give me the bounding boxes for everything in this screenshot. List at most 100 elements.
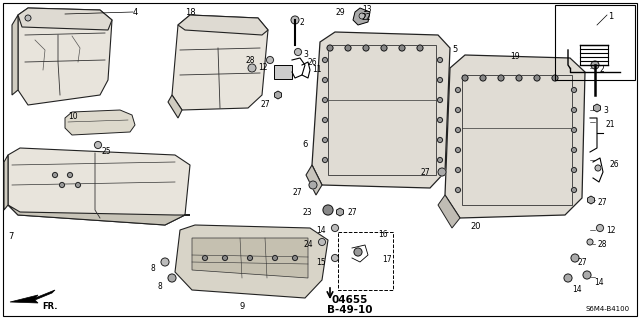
Polygon shape xyxy=(18,8,112,105)
Text: 27: 27 xyxy=(598,198,607,207)
Circle shape xyxy=(323,78,328,83)
Text: 6: 6 xyxy=(303,140,308,149)
Circle shape xyxy=(552,75,558,81)
Text: 13: 13 xyxy=(362,5,372,14)
Text: 14: 14 xyxy=(316,226,326,235)
Polygon shape xyxy=(312,32,450,188)
Circle shape xyxy=(60,182,65,188)
Circle shape xyxy=(332,255,339,262)
Text: 26: 26 xyxy=(610,160,620,169)
Polygon shape xyxy=(8,148,190,225)
Circle shape xyxy=(323,137,328,143)
Circle shape xyxy=(291,16,299,24)
Text: 20: 20 xyxy=(470,222,481,231)
Polygon shape xyxy=(593,104,600,112)
Circle shape xyxy=(564,274,572,282)
Bar xyxy=(274,65,292,79)
Text: 16: 16 xyxy=(378,230,388,239)
Circle shape xyxy=(438,137,442,143)
Bar xyxy=(328,45,436,175)
Text: 2: 2 xyxy=(600,65,605,74)
Circle shape xyxy=(248,256,253,261)
Polygon shape xyxy=(438,195,460,228)
Circle shape xyxy=(294,48,301,56)
Circle shape xyxy=(438,117,442,122)
Circle shape xyxy=(438,98,442,102)
Circle shape xyxy=(309,181,317,189)
Circle shape xyxy=(438,57,442,63)
Polygon shape xyxy=(192,238,308,278)
Circle shape xyxy=(498,75,504,81)
Circle shape xyxy=(323,57,328,63)
Text: 3: 3 xyxy=(303,50,308,59)
Text: 24: 24 xyxy=(303,240,313,249)
Circle shape xyxy=(202,256,207,261)
Circle shape xyxy=(572,108,577,113)
Text: 22: 22 xyxy=(362,13,371,22)
Text: S6M4-B4100: S6M4-B4100 xyxy=(586,306,630,312)
Text: B-49-10: B-49-10 xyxy=(327,305,372,315)
Circle shape xyxy=(417,45,423,51)
Polygon shape xyxy=(445,55,585,218)
Text: 17: 17 xyxy=(382,255,392,264)
Circle shape xyxy=(161,258,169,266)
Circle shape xyxy=(516,75,522,81)
Circle shape xyxy=(571,254,579,262)
Text: FR.: FR. xyxy=(42,302,58,311)
Circle shape xyxy=(319,239,326,246)
Text: 11: 11 xyxy=(312,65,321,74)
Circle shape xyxy=(456,87,461,93)
Text: 04655: 04655 xyxy=(332,295,368,305)
Polygon shape xyxy=(172,15,268,110)
Circle shape xyxy=(323,117,328,122)
Text: 5: 5 xyxy=(452,45,457,54)
Circle shape xyxy=(591,61,599,69)
Circle shape xyxy=(52,173,58,177)
Circle shape xyxy=(438,78,442,83)
Circle shape xyxy=(480,75,486,81)
Bar xyxy=(338,232,393,290)
Circle shape xyxy=(596,225,604,232)
Circle shape xyxy=(583,271,591,279)
Circle shape xyxy=(323,98,328,102)
Text: 27: 27 xyxy=(420,168,430,177)
Circle shape xyxy=(266,56,273,63)
Circle shape xyxy=(168,274,176,282)
Circle shape xyxy=(248,64,256,72)
Polygon shape xyxy=(178,15,268,35)
Text: 14: 14 xyxy=(594,278,604,287)
Text: 28: 28 xyxy=(597,240,607,249)
Circle shape xyxy=(323,205,333,215)
Circle shape xyxy=(456,108,461,113)
Polygon shape xyxy=(4,155,8,210)
Circle shape xyxy=(572,147,577,152)
Circle shape xyxy=(456,128,461,132)
Circle shape xyxy=(456,147,461,152)
Circle shape xyxy=(354,248,362,256)
Text: 18: 18 xyxy=(185,8,196,17)
Polygon shape xyxy=(353,8,370,25)
Text: 25: 25 xyxy=(102,147,111,156)
Text: 27: 27 xyxy=(260,100,270,109)
Text: 1: 1 xyxy=(608,12,613,21)
Circle shape xyxy=(323,158,328,162)
Circle shape xyxy=(273,256,278,261)
Circle shape xyxy=(363,45,369,51)
Circle shape xyxy=(587,239,593,245)
Text: 4: 4 xyxy=(133,8,138,17)
Text: 23: 23 xyxy=(302,208,312,217)
Circle shape xyxy=(95,142,102,149)
Polygon shape xyxy=(306,165,322,195)
Text: 10: 10 xyxy=(68,112,78,121)
Text: 14: 14 xyxy=(572,285,582,294)
Text: 9: 9 xyxy=(239,302,244,311)
Text: 12: 12 xyxy=(259,63,268,72)
Text: 28: 28 xyxy=(246,56,255,65)
Circle shape xyxy=(327,45,333,51)
Circle shape xyxy=(345,45,351,51)
Polygon shape xyxy=(168,95,182,118)
Text: 15: 15 xyxy=(316,258,326,267)
Text: 8: 8 xyxy=(157,282,162,291)
Text: 12: 12 xyxy=(606,226,616,235)
Text: 7: 7 xyxy=(8,232,13,241)
